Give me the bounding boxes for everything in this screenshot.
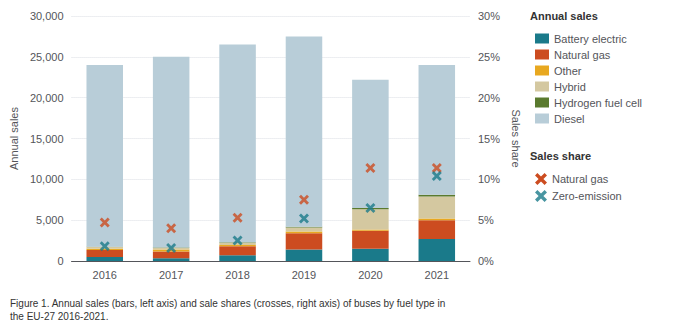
svg-text:Sales share: Sales share — [510, 109, 522, 167]
svg-text:5%: 5% — [478, 214, 494, 226]
svg-text:10%: 10% — [478, 173, 500, 185]
svg-text:2016: 2016 — [93, 269, 117, 281]
svg-text:0%: 0% — [478, 255, 494, 267]
svg-text:5,000: 5,000 — [36, 214, 64, 226]
svg-text:15,000: 15,000 — [30, 133, 64, 145]
svg-text:2017: 2017 — [159, 269, 183, 281]
svg-text:10,000: 10,000 — [30, 173, 64, 185]
svg-text:Other: Other — [554, 65, 582, 77]
svg-text:Diesel: Diesel — [554, 113, 585, 125]
svg-text:Battery electric: Battery electric — [554, 33, 627, 45]
svg-text:25,000: 25,000 — [30, 51, 64, 63]
svg-text:30%: 30% — [478, 10, 500, 22]
svg-text:Hydrogen fuel cell: Hydrogen fuel cell — [554, 97, 642, 109]
svg-text:Annual sales: Annual sales — [8, 107, 20, 170]
svg-text:Figure 1. Annual sales (bars,: Figure 1. Annual sales (bars, left axis)… — [10, 298, 445, 309]
svg-text:30,000: 30,000 — [30, 10, 64, 22]
svg-text:2021: 2021 — [425, 269, 449, 281]
svg-text:20%: 20% — [478, 92, 500, 104]
svg-text:20,000: 20,000 — [30, 92, 64, 104]
svg-text:25%: 25% — [478, 51, 500, 63]
svg-text:Hybrid: Hybrid — [554, 81, 586, 93]
svg-text:the EU-27 2016-2021.: the EU-27 2016-2021. — [10, 311, 108, 322]
svg-text:Annual sales: Annual sales — [530, 10, 598, 22]
svg-text:Zero-emission: Zero-emission — [552, 190, 622, 202]
svg-text:2020: 2020 — [358, 269, 382, 281]
svg-text:Natural gas: Natural gas — [552, 173, 609, 185]
svg-text:2018: 2018 — [225, 269, 249, 281]
svg-text:Natural gas: Natural gas — [554, 49, 611, 61]
svg-text:2019: 2019 — [292, 269, 316, 281]
svg-text:0: 0 — [57, 255, 63, 267]
svg-text:Sales share: Sales share — [530, 150, 591, 162]
svg-text:15%: 15% — [478, 133, 500, 145]
